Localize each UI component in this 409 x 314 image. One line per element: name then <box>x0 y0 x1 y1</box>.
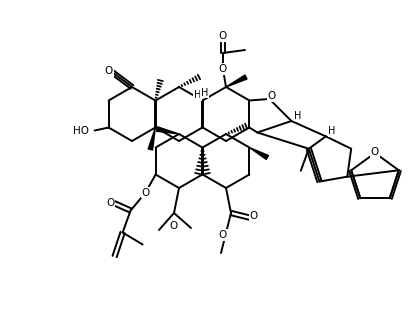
Text: HO: HO <box>72 126 88 136</box>
Text: H: H <box>327 126 335 136</box>
Text: O: O <box>267 91 275 101</box>
Text: O: O <box>218 31 227 41</box>
Text: H: H <box>193 90 201 100</box>
Text: O: O <box>249 211 258 221</box>
Polygon shape <box>225 75 246 87</box>
Text: O: O <box>106 198 115 208</box>
Polygon shape <box>249 148 268 160</box>
Text: O: O <box>218 230 227 240</box>
Text: H: H <box>200 88 207 98</box>
Text: O: O <box>169 221 178 231</box>
Text: O: O <box>141 187 149 198</box>
Polygon shape <box>148 127 155 150</box>
Text: O: O <box>105 66 113 76</box>
Text: O: O <box>218 64 227 74</box>
Text: O: O <box>370 147 378 157</box>
Polygon shape <box>156 127 179 134</box>
Text: H: H <box>293 111 300 121</box>
